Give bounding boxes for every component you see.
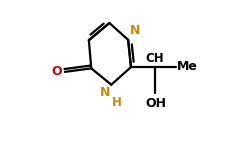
Text: O: O [51,65,62,78]
Text: N: N [100,86,110,98]
Text: H: H [112,96,122,109]
Text: N: N [130,24,140,37]
Text: OH: OH [145,97,166,110]
Text: Me: Me [177,60,198,73]
Text: CH: CH [145,52,164,65]
